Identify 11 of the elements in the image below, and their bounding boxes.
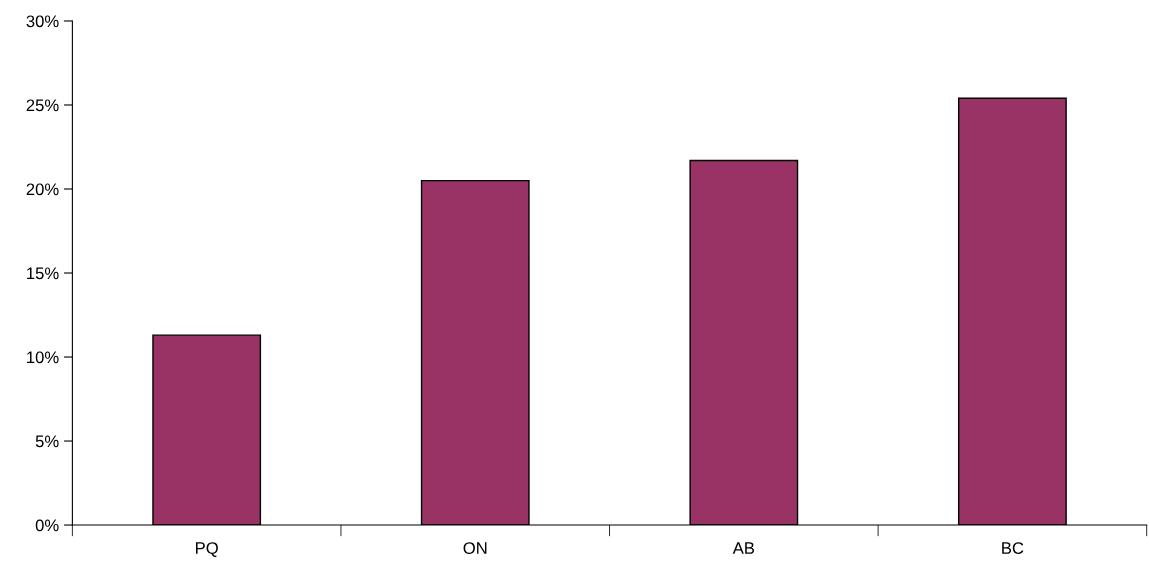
y-tick-label: 10% [27,351,59,364]
y-tick-label: 15% [27,267,59,280]
x-tick-label: AB [732,542,755,554]
x-tick-label: ON [463,542,487,554]
x-tick-label: PQ [196,542,218,557]
y-tick-label: 0% [35,519,59,532]
y-tick-label: 20% [26,183,59,196]
y-tick-label: 30% [26,15,59,28]
x-tick-label: BC [1002,542,1024,554]
y-tick-label: 5% [35,435,59,448]
y-tick-label: 25% [26,99,59,112]
